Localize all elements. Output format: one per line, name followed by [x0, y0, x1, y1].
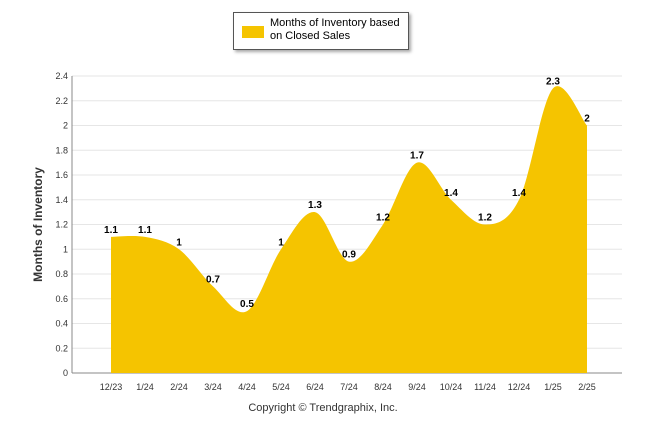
legend-label-line1: Months of Inventory based	[270, 17, 400, 29]
data-label: 1.2	[376, 213, 390, 224]
y-tick-label: 0.4	[55, 319, 68, 329]
y-tick-label: 1.2	[55, 220, 68, 230]
x-tick-label: 9/24	[408, 382, 426, 392]
data-label: 1.3	[308, 200, 322, 211]
data-label: 1.2	[478, 213, 492, 224]
series-area	[111, 86, 587, 373]
x-tick-label: 11/24	[474, 382, 496, 392]
data-label: 0.9	[342, 250, 356, 261]
data-label: 1	[278, 237, 284, 248]
x-tick-label: 7/24	[340, 382, 358, 392]
x-tick-label: 1/25	[544, 382, 562, 392]
data-label: 1.4	[444, 188, 458, 199]
x-tick-label: 1/24	[136, 382, 154, 392]
data-label: 0.5	[240, 299, 254, 310]
y-tick-label: 2.4	[55, 71, 68, 81]
x-tick-label: 12/23	[100, 382, 123, 392]
y-tick-label: 0	[63, 368, 68, 378]
legend-label-line2: on Closed Sales	[270, 30, 351, 42]
data-label: 1.1	[104, 225, 118, 236]
chart-legend: Months of Inventory based on Closed Sale…	[233, 12, 409, 50]
copyright-footer: Copyright © Trendgraphix, Inc.	[248, 402, 398, 414]
y-tick-label: 0.6	[55, 294, 68, 304]
x-tick-label: 10/24	[440, 382, 463, 392]
y-tick-label: 1	[63, 244, 68, 254]
x-tick-label: 2/25	[578, 382, 596, 392]
x-tick-label: 3/24	[204, 382, 222, 392]
data-label: 2.3	[546, 76, 560, 87]
x-tick-label: 8/24	[374, 382, 392, 392]
data-label: 1.1	[138, 225, 152, 236]
y-tick-label: 0.2	[55, 343, 68, 353]
data-label: 2	[584, 114, 590, 125]
x-tick-label: 4/24	[238, 382, 256, 392]
y-tick-label: 1.4	[55, 195, 68, 205]
x-tick-label: 12/24	[508, 382, 531, 392]
y-axis-title: Months of Inventory	[31, 167, 45, 282]
data-label: 1.4	[512, 188, 526, 199]
x-tick-label: 2/24	[170, 382, 188, 392]
x-tick-label: 6/24	[306, 382, 324, 392]
data-label: 1	[176, 237, 182, 248]
y-tick-label: 0.8	[55, 269, 68, 279]
y-tick-label: 2.2	[55, 96, 68, 106]
data-label: 1.7	[410, 151, 424, 162]
y-tick-label: 1.8	[55, 145, 68, 155]
data-label: 0.7	[206, 274, 220, 285]
y-tick-label: 1.6	[55, 170, 68, 180]
legend-label: Months of Inventory based on Closed Sale…	[270, 17, 406, 43]
x-tick-label: 5/24	[272, 382, 290, 392]
legend-swatch	[242, 26, 264, 38]
y-tick-label: 2	[63, 121, 68, 131]
